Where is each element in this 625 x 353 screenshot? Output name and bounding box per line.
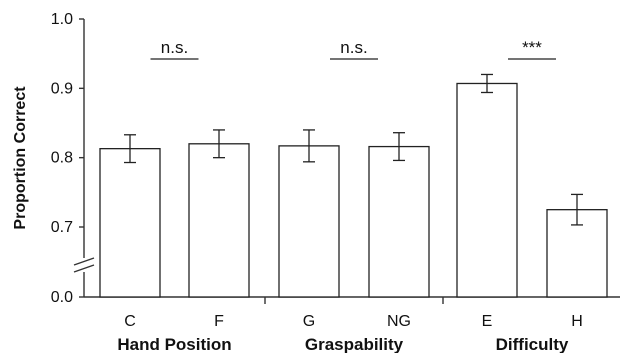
x-tick-label: NG (387, 313, 411, 330)
y-axis-label: Proportion Correct (12, 86, 29, 230)
axis-break-mark (73, 264, 95, 273)
significance-label: n.s. (340, 38, 367, 57)
axis-break-mark (73, 257, 95, 266)
bar (368, 145, 430, 298)
significance-label: n.s. (161, 38, 188, 57)
bar (456, 82, 518, 298)
y-tick-label: 0.9 (51, 80, 73, 97)
y-tick-label: 0.0 (51, 289, 73, 306)
x-tick-label: H (571, 313, 583, 330)
significance-label: *** (522, 38, 542, 57)
x-tick-label: G (303, 313, 315, 330)
y-tick-label: 0.8 (51, 150, 73, 167)
bar (188, 143, 250, 298)
group-label: Difficulty (496, 335, 569, 353)
x-tick-label: E (482, 313, 493, 330)
group-label: Hand Position (117, 335, 231, 353)
plot-area: 1.0 0.9 0.8 0.7 0.0 C F G NG E H Hand Position n.s. G… (51, 11, 620, 353)
x-tick-label: F (214, 313, 224, 330)
bar (99, 148, 161, 298)
y-tick-label: 1.0 (51, 11, 73, 28)
x-tick-label: C (124, 313, 136, 330)
bar (278, 145, 340, 298)
group-label: Graspability (305, 335, 404, 353)
y-tick-label: 0.7 (51, 219, 73, 236)
